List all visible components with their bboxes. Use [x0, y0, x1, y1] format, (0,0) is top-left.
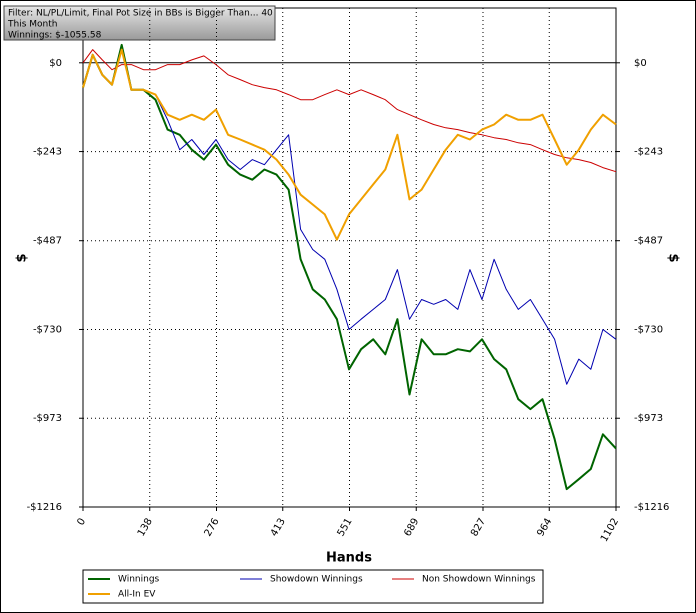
series-line	[82, 49, 617, 385]
y2-tick-label: -$487	[634, 236, 663, 247]
legend-label: All-In EV	[118, 590, 156, 600]
y2-tick-label: -$243	[634, 147, 663, 158]
legend	[82, 569, 544, 604]
legend-label: Showdown Winnings	[270, 575, 363, 585]
info-line: This Month	[7, 20, 57, 30]
info-line: Winnings: $-1055.58	[8, 31, 102, 41]
series-line	[82, 43, 617, 491]
y-tick-label: -$730	[33, 324, 62, 335]
y-tick-label: -$243	[33, 147, 62, 158]
legend-label: Winnings	[118, 575, 160, 585]
y-tick-label: -$973	[33, 413, 62, 424]
legend-label: Non Showdown Winnings	[422, 575, 536, 585]
y-axis-label: $	[15, 253, 30, 262]
y-tick-label: $0	[49, 58, 62, 69]
x-axis-label: Hands	[326, 551, 372, 566]
x-tick-label: 0	[75, 517, 88, 528]
series-line	[82, 48, 617, 241]
plot-area	[82, 7, 617, 508]
y2-tick-label: $0	[634, 58, 647, 69]
series-line	[82, 49, 617, 173]
y2-tick-label: -$1216	[634, 502, 669, 513]
y2-axis-label: $	[666, 253, 681, 262]
info-box	[3, 5, 276, 41]
y2-tick-label: -$730	[634, 324, 663, 335]
y-tick-label: -$487	[33, 236, 62, 247]
y2-tick-label: -$973	[634, 413, 663, 424]
y-tick-label: -$1216	[27, 502, 62, 513]
info-line: Filter: NL/PL/Limit, Final Pot Size in B…	[8, 9, 273, 19]
